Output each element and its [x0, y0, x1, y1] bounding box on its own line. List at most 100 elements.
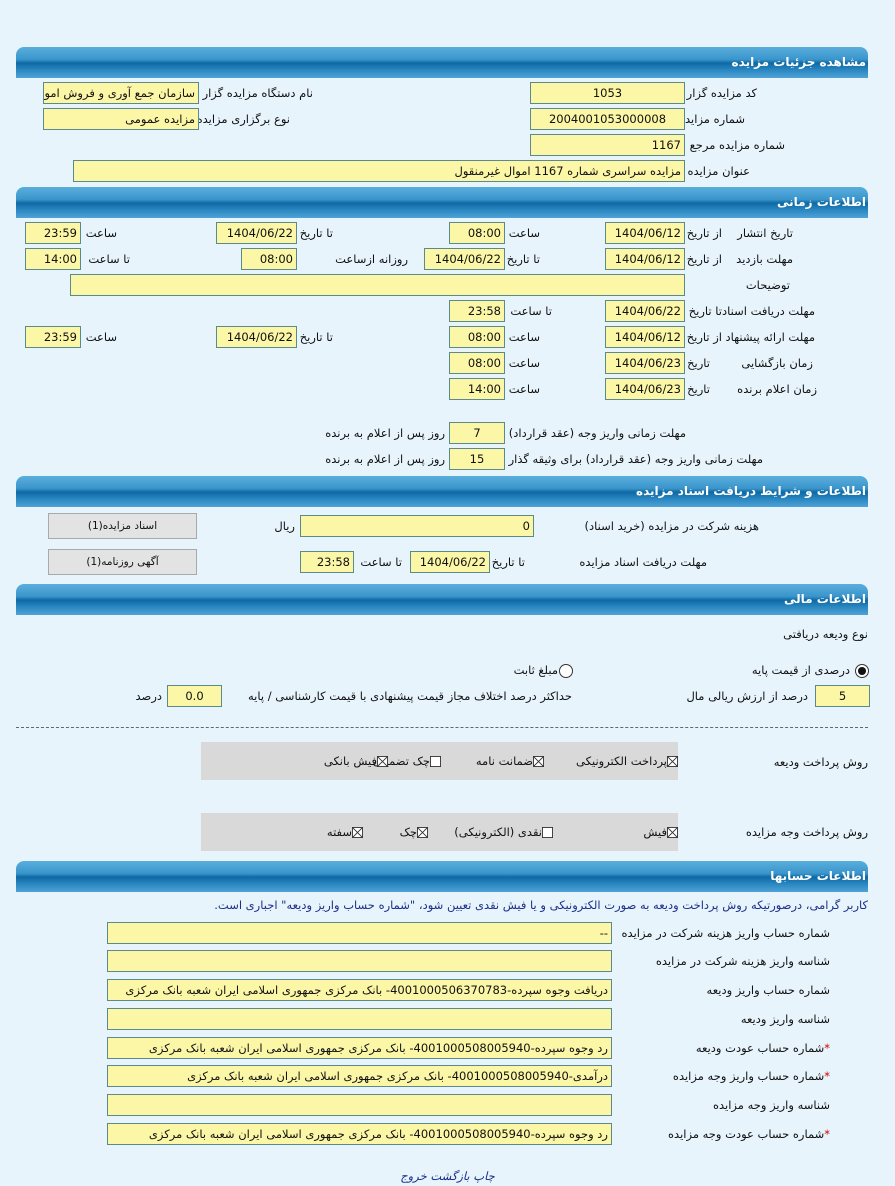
checkbox-label: ضمانت نامه [475, 754, 533, 768]
payment-methods-label: روش پرداخت وجه مزایده [745, 825, 868, 839]
number-field[interactable]: 2004001053000008 [530, 108, 685, 130]
radio-fixed[interactable] [559, 664, 573, 678]
checkbox-option[interactable]: سفته [327, 825, 363, 839]
pay-deadline-pledger-label: مهلت زمانی واریز وجه (عقد قرارداد) برای … [508, 452, 763, 466]
checkbox-label: فیش [643, 825, 667, 839]
account-label-text: شماره حساب واریز وجه مزایده [672, 1069, 825, 1083]
back-link[interactable]: بازگشت [430, 1169, 470, 1183]
account-label-text: شماره حساب عودت وجه مزایده [668, 1127, 825, 1141]
desc-field[interactable] [70, 274, 685, 296]
visit-daily-from-field[interactable]: 08:00 [241, 248, 297, 270]
org-field[interactable]: سازمان جمع آوری و فروش اموال [43, 82, 199, 104]
number-label: شماره مزایده [679, 112, 745, 126]
fee-field[interactable]: 0 [300, 515, 534, 537]
time-label: ساعت [508, 226, 540, 240]
code-label: کد مزایده گزار [686, 86, 757, 100]
visit-to-time-field[interactable]: 14:00 [25, 248, 81, 270]
checkbox-option[interactable]: نقدی (الکترونیکی) [454, 825, 553, 839]
exit-link[interactable]: خروج [400, 1169, 427, 1183]
visit-label: مهلت بازدید [736, 252, 793, 266]
title-field[interactable]: مزایده سراسری شماره 1167 اموال غیرمنقول [73, 160, 685, 182]
percent-field[interactable]: 5 [815, 685, 870, 707]
checkbox-icon[interactable] [667, 754, 678, 768]
publish-to-field[interactable]: 1404/06/22 [216, 222, 297, 244]
docs-deadline-to-field[interactable]: 1404/06/22 [605, 300, 685, 322]
checkbox-icon[interactable] [533, 754, 544, 768]
checkbox-option[interactable]: فیش بانکی [324, 754, 388, 768]
checkbox-option[interactable]: فیش [643, 825, 678, 839]
account-row-field[interactable] [107, 1094, 612, 1116]
pay-deadline-pledger-field[interactable]: 15 [449, 448, 505, 470]
checkbox-icon[interactable] [352, 825, 363, 839]
docs-to-time-field[interactable]: 23:58 [300, 551, 354, 573]
fee-label: هزینه شرکت در مزایده (خرید اسناد) [584, 519, 760, 533]
offer-from-time-field[interactable]: 08:00 [449, 326, 505, 348]
account-row-field[interactable] [107, 950, 612, 972]
checkbox-icon[interactable] [542, 825, 553, 839]
radio-percent[interactable] [855, 664, 869, 678]
checkbox-icon[interactable] [377, 754, 388, 768]
radio-fixed-label: مبلغ ثابت [513, 663, 558, 677]
checkbox-label: چک [399, 825, 417, 839]
publish-label: تاریخ انتشار [737, 226, 793, 240]
docs-deadline-label: مهلت دریافت اسناد [722, 304, 815, 318]
to-date-label: تا تاریخ [299, 226, 333, 240]
publish-from-time-field[interactable]: 08:00 [449, 222, 505, 244]
account-row-label: شناسه واریز ودیعه [741, 1008, 830, 1030]
winner-time-field[interactable]: 14:00 [449, 378, 505, 400]
winner-date-field[interactable]: 1404/06/23 [605, 378, 685, 400]
checkbox-icon[interactable] [667, 825, 678, 839]
visit-to-field[interactable]: 1404/06/22 [424, 248, 505, 270]
account-label-text: شماره حساب واریز ودیعه [706, 983, 830, 997]
section-header-time: اطلاعات زمانی [16, 187, 868, 218]
type-field[interactable]: مزایده عمومی [43, 108, 199, 130]
title-label: عنوان مزایده [687, 164, 750, 178]
opening-date-field[interactable]: 1404/06/23 [605, 352, 685, 374]
account-row-field[interactable] [107, 1008, 612, 1030]
print-link[interactable]: چاپ [473, 1169, 495, 1183]
checkbox-icon[interactable] [417, 825, 428, 839]
time-label: ساعت [508, 330, 540, 344]
checkbox-option[interactable]: ضمانت نامه [476, 754, 544, 768]
account-row-field[interactable]: دریافت وجوه سپرده-4001000506370783- بانک… [107, 979, 612, 1001]
docs-deadline-time-field[interactable]: 23:58 [449, 300, 505, 322]
checkbox-label: فیش بانکی [323, 754, 377, 768]
code-field[interactable]: 1053 [530, 82, 685, 104]
date-label: تاریخ [687, 382, 710, 396]
publish-from-field[interactable]: 1404/06/12 [605, 222, 685, 244]
auction-docs-button[interactable]: اسناد مزایده(1) [48, 513, 197, 539]
account-row-field[interactable]: درآمدی-4001000508005940- بانک مرکزی جمهو… [107, 1065, 612, 1087]
required-marker: * [824, 1069, 830, 1083]
pay-deadline-suffix: روز پس از اعلام به برنده [325, 426, 445, 440]
docs-to-date-field[interactable]: 1404/06/22 [410, 551, 490, 573]
pay-deadline-pledger-suffix: روز پس از اعلام به برنده [325, 452, 445, 466]
account-label-text: شماره حساب عودت ودیعه [695, 1041, 825, 1055]
checkbox-option[interactable]: چک [400, 825, 428, 839]
section-title: اطلاعات و شرایط دریافت اسناد مزایده [635, 484, 866, 498]
newspaper-ad-button[interactable]: آگهی روزنامه(1) [48, 549, 197, 575]
account-row-field[interactable]: رد وجوه سپرده-4001000508005940- بانک مرک… [107, 1123, 612, 1145]
offer-to-field[interactable]: 1404/06/22 [216, 326, 297, 348]
account-row-label: *شماره حساب عودت وجه مزایده [668, 1123, 830, 1145]
to-date-label: تا تاریخ [688, 304, 722, 318]
publish-to-time-field[interactable]: 23:59 [25, 222, 81, 244]
max-diff-field[interactable]: 0.0 [167, 685, 222, 707]
ref-field[interactable]: 1167 [530, 134, 685, 156]
offer-from-field[interactable]: 1404/06/12 [605, 326, 685, 348]
pay-deadline-label: مهلت زمانی واریز وجه (عقد قرارداد) [508, 426, 686, 440]
time-label: ساعت [85, 330, 117, 344]
account-row-field[interactable]: -- [107, 922, 612, 944]
pay-deadline-field[interactable]: 7 [449, 422, 505, 444]
to-time-label: تا ساعت [510, 304, 552, 318]
deposit-methods-label: روش پرداخت ودیعه [773, 755, 868, 769]
checkbox-option[interactable]: پرداخت الکترونیکی [576, 754, 678, 768]
to-time-label: تا ساعت [88, 252, 130, 266]
time-label: ساعت [85, 226, 117, 240]
visit-from-field[interactable]: 1404/06/12 [605, 248, 685, 270]
checkbox-icon[interactable] [430, 754, 441, 768]
account-row-label: *شماره حساب عودت ودیعه [696, 1037, 830, 1059]
offer-to-time-field[interactable]: 23:59 [25, 326, 81, 348]
opening-time-field[interactable]: 08:00 [449, 352, 505, 374]
account-row-field[interactable]: رد وجوه سپرده-4001000508005940- بانک مرک… [107, 1037, 612, 1059]
radio-percent-label: درصدی از قیمت پایه [751, 663, 850, 677]
